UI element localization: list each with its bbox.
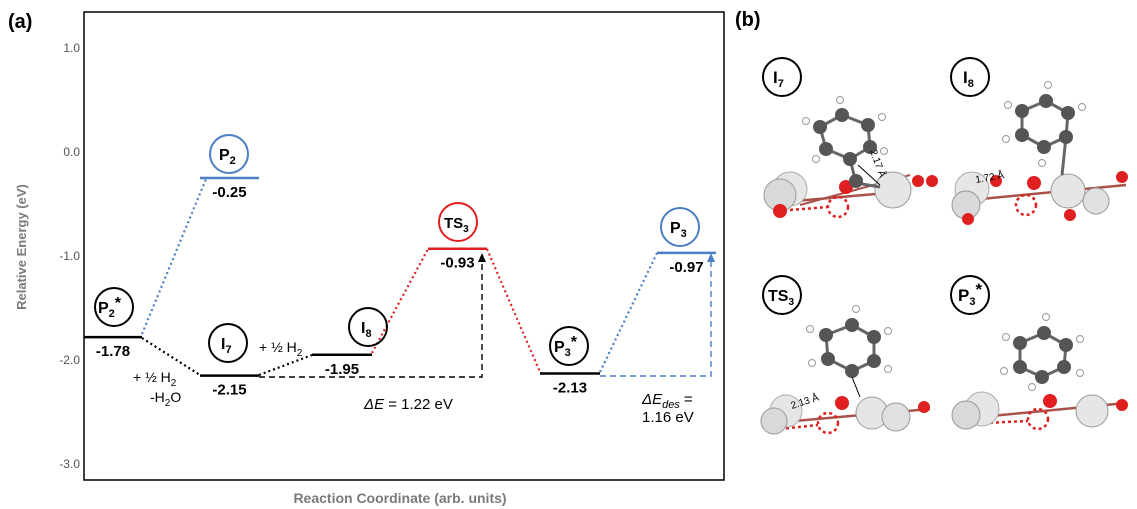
state-name-p3: P3 — [670, 220, 687, 240]
state-names: P2* P2 I7 I8 TS3 P3* P3 — [98, 147, 687, 359]
state-name-ts3: TS3 — [444, 215, 469, 235]
state-circle-p2 — [209, 134, 249, 174]
y-tick-label: 1.0 — [63, 41, 80, 55]
structure-i7: I7 2.17 Å — [762, 57, 938, 219]
annotation-delta-edes-value: 1.16 eV — [642, 409, 694, 426]
energy-levels: -1.78 -0.25 -2.15 -1.95 -0.93 -2.13 -0.97 — [84, 176, 716, 399]
state-circle-p2star — [94, 287, 134, 327]
plot-frame — [83, 11, 725, 481]
y-tick-label: -2.0 — [59, 353, 80, 367]
connector-p2star-i7 — [141, 337, 201, 376]
annotation-step1-h2: + ½ H2 — [133, 369, 177, 389]
structure-label: I8 — [963, 68, 974, 90]
structure-label: P3* — [958, 280, 982, 308]
structure-label-circle — [762, 275, 802, 315]
connector-i7-i8 — [258, 353, 313, 377]
panel-a-label: (a) — [8, 11, 32, 33]
annotations: + ½ H2 -H2O + ½ H2 ΔE = 1.22 eV ΔEdes = 1… — [133, 339, 694, 426]
y-tick-label: 0.0 — [63, 145, 80, 159]
state-name-p2star: P2* — [98, 295, 122, 320]
connector-ts3-p3star — [485, 248, 542, 373]
connector-p2star-p2 — [140, 178, 208, 335]
y-tick-label: -1.0 — [59, 249, 80, 263]
state-circle-p3 — [660, 207, 700, 247]
annotation-delta-edes: ΔEdes = — [641, 391, 693, 411]
delta-edes-arrow — [600, 262, 712, 377]
state-name-i8: I8 — [361, 320, 372, 340]
structure-label: I7 — [773, 68, 784, 90]
delta-e-arrow — [259, 262, 483, 378]
level-value-label: -0.93 — [440, 255, 474, 272]
structure-i8: I8 1.72 Å — [950, 57, 1128, 225]
level-value-label: -2.15 — [212, 382, 246, 399]
energy-diagram: (a) 1.0 0.0 -1.0 -2.0 -3.0 Relative Energy (… — [8, 11, 725, 506]
state-circle-ts3 — [438, 202, 478, 242]
delta-e-arrowhead — [478, 253, 486, 262]
level-value-label: -1.78 — [96, 343, 130, 360]
connectors — [140, 178, 658, 377]
y-axis-label: Relative Energy (eV) — [14, 184, 29, 310]
y-tick-label: -3.0 — [59, 457, 80, 471]
connector-p3star-p3 — [599, 252, 658, 373]
structure-label-circle — [950, 57, 990, 97]
x-axis-label: Reaction Coordinate (arb. units) — [293, 490, 506, 506]
state-labels — [94, 134, 700, 366]
panel-b-label: (b) — [735, 9, 761, 31]
state-circle-p3star — [549, 326, 589, 366]
level-value-label: -0.25 — [212, 184, 246, 201]
state-name-i7: I7 — [221, 336, 232, 356]
structure-ts3: TS3 2.13 Å — [760, 275, 931, 435]
connector-i8-ts3 — [371, 248, 429, 354]
annotation-step1-h2o: -H2O — [150, 389, 181, 409]
structure-label: TS3 — [768, 288, 794, 308]
level-value-label: -2.13 — [553, 380, 587, 397]
bond-distance: 2.13 Å — [789, 390, 821, 411]
level-value-label: -0.97 — [669, 259, 703, 276]
level-value-label: -1.95 — [325, 361, 359, 378]
structure-label-circle — [762, 57, 802, 97]
annotation-delta-e: ΔE = 1.22 eV — [363, 396, 453, 413]
structure-p3star: P3* — [950, 275, 1128, 431]
state-circle-i7 — [208, 323, 248, 363]
y-tick-labels: 1.0 0.0 -1.0 -2.0 -3.0 — [59, 41, 80, 471]
state-name-p2: P2 — [219, 147, 236, 167]
annotation-step2-h2: + ½ H2 — [259, 339, 303, 359]
state-circle-i8 — [348, 307, 388, 347]
structure-label-circle — [950, 275, 990, 315]
state-name-p3star: P3* — [554, 334, 578, 359]
delta-edes-arrowhead — [707, 253, 715, 262]
